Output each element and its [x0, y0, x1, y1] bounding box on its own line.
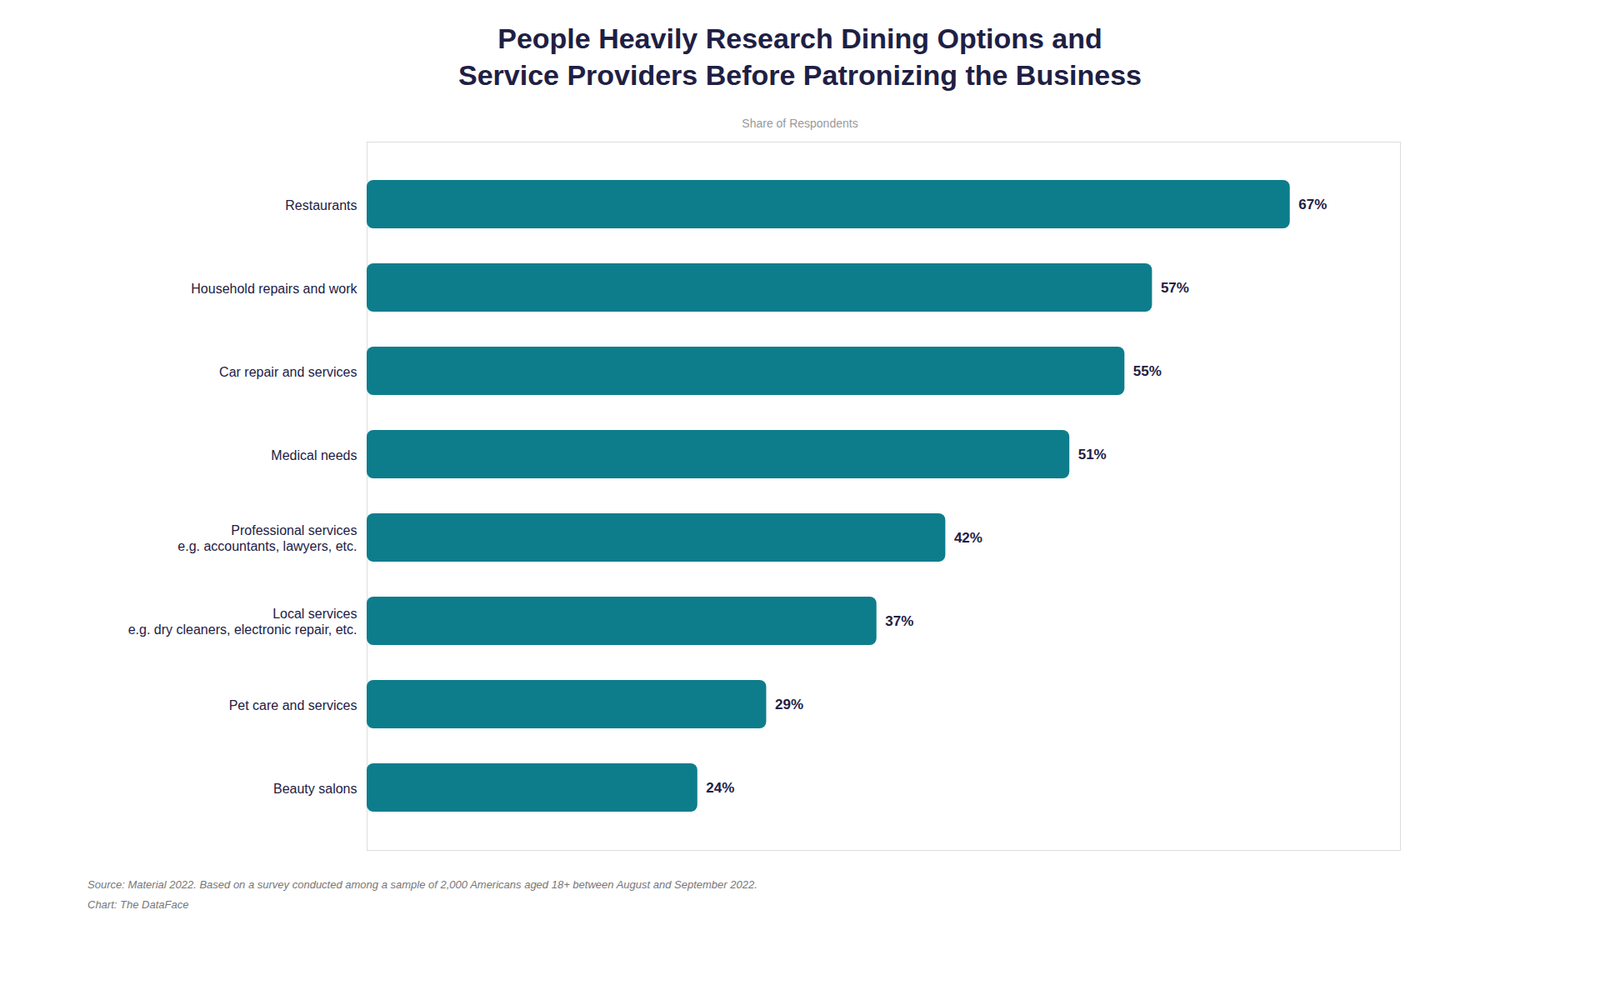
svg-text:Local servicese.g. dry cleaner: Local servicese.g. dry cleaners, electro… [128, 606, 358, 637]
svg-text:Restaurants: Restaurants [285, 198, 357, 213]
svg-text:Household repairs and work: Household repairs and work [190, 281, 358, 296]
svg-text:57%: 57% [1160, 280, 1190, 296]
html-text:Chart: The DataFace: Chart: The DataFace [87, 898, 189, 911]
svg-text:Pet care and services: Pet care and services [229, 698, 358, 713]
svg-text:55%: 55% [1133, 363, 1162, 380]
svg-text:42%: 42% [954, 530, 983, 546]
html-text:Share of Respondents: Share of Respondents [741, 117, 859, 131]
svg-text:24%: 24% [705, 780, 735, 796]
html-text:Source: Material 2022. Based o: Source: Material 2022. Based on a survey… [87, 878, 758, 892]
svg-text:29%: 29% [775, 696, 804, 713]
html-text:Service Providers Before Patro: Service Providers Before Patronizing the… [458, 59, 1142, 91]
svg-text:Beauty salons: Beauty salons [273, 781, 358, 796]
svg-text:37%: 37% [885, 613, 914, 630]
svg-text:Medical needs: Medical needs [270, 448, 357, 463]
html-text:People Heavily Research Dining: People Heavily Research Dining Options a… [497, 22, 1103, 55]
svg-text:Professional servicese.g. acco: Professional servicese.g. accountants, l… [177, 523, 357, 554]
svg-text:Car repair and services: Car repair and services [219, 365, 357, 380]
svg-text:51%: 51% [1078, 446, 1107, 463]
svg-text:67%: 67% [1298, 196, 1327, 213]
